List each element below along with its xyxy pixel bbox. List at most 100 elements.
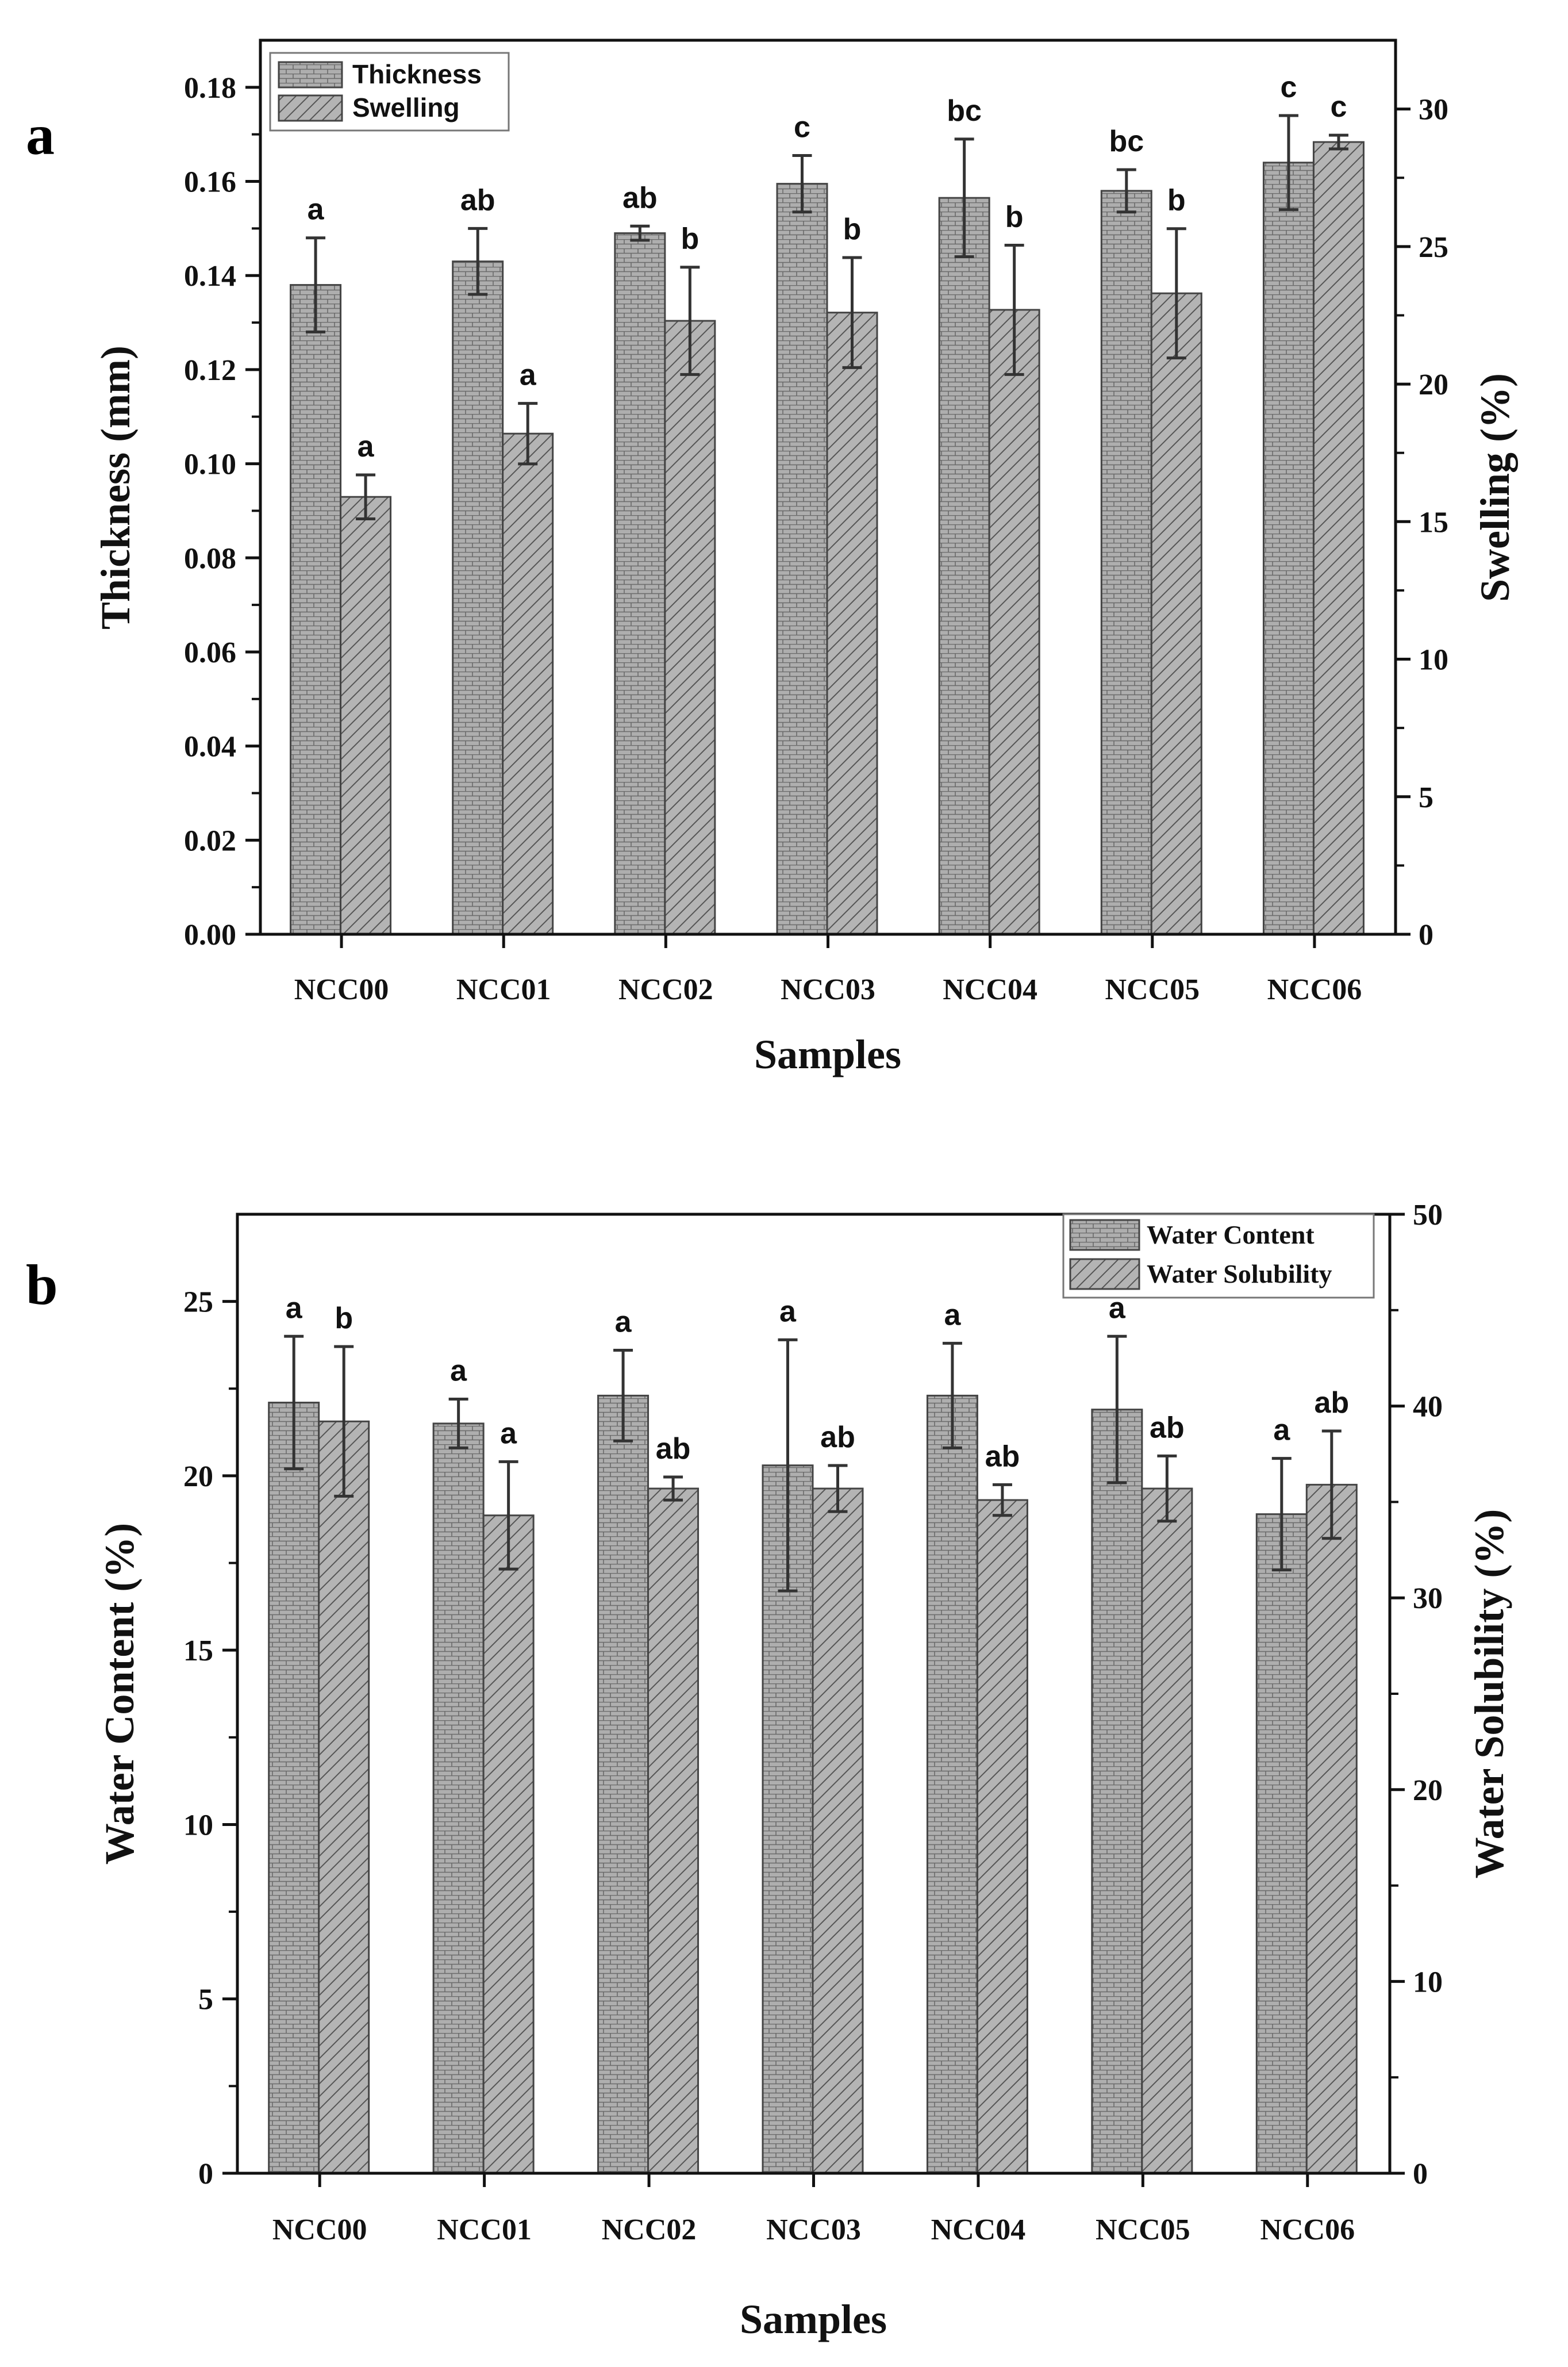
errorbar-swelling-NCC01 bbox=[518, 402, 538, 466]
x-tick-label-NCC01: NCC01 bbox=[456, 973, 551, 1006]
bar-water-content-NCC04 bbox=[926, 1394, 978, 2174]
bar-thickness-NCC06 bbox=[1262, 162, 1315, 935]
errorbar-water-solubility-NCC06 bbox=[1321, 1429, 1342, 1540]
sig-label-water-solubility-NCC00: b bbox=[335, 1302, 353, 1335]
left-tick-label: 10 bbox=[183, 1809, 213, 1842]
bar-water-content-NCC05 bbox=[1091, 1409, 1143, 2174]
sig-label-water-solubility-NCC02: ab bbox=[656, 1432, 691, 1466]
bar-swelling-NCC04 bbox=[988, 309, 1040, 935]
errorbar-water-solubility-NCC00 bbox=[334, 1345, 354, 1498]
sig-label-water-content-NCC01: a bbox=[450, 1354, 467, 1387]
bar-swelling-NCC03 bbox=[826, 312, 878, 935]
right-tick-label: 5 bbox=[1419, 781, 1434, 814]
left-tick-label: 0.02 bbox=[184, 824, 236, 857]
left-tick-label: 0.10 bbox=[184, 448, 236, 481]
x-tick-label-NCC05: NCC05 bbox=[1105, 973, 1200, 1006]
bar-swelling-NCC05 bbox=[1150, 292, 1202, 935]
legend-label-water-solubility: Water Solubility bbox=[1147, 1259, 1332, 1288]
errorbar-thickness-NCC03 bbox=[792, 154, 812, 214]
errorbar-water-content-NCC03 bbox=[778, 1338, 798, 1593]
left-tick-label: 5 bbox=[198, 1984, 213, 2016]
sig-label-water-content-NCC04: a bbox=[944, 1298, 961, 1332]
x-tick-label-NCC03: NCC03 bbox=[781, 973, 875, 1006]
x-tick-label-NCC00: NCC00 bbox=[272, 2213, 367, 2246]
legend-label-water-content: Water Content bbox=[1147, 1220, 1315, 1249]
errorbar-thickness-NCC04 bbox=[954, 137, 974, 258]
sig-label-swelling-NCC05: b bbox=[1167, 184, 1186, 217]
bar-water-solubility-NCC06 bbox=[1305, 1483, 1358, 2174]
bar-water-solubility-NCC05 bbox=[1141, 1487, 1193, 2174]
left-tick-label: 0.06 bbox=[184, 636, 236, 669]
errorbar-swelling-NCC02 bbox=[680, 266, 700, 376]
right-tick-label: 10 bbox=[1413, 1966, 1443, 1998]
bar-water-solubility-NCC04 bbox=[976, 1499, 1028, 2174]
bar-swelling-NCC02 bbox=[664, 320, 716, 935]
x-tick-label-NCC01: NCC01 bbox=[437, 2213, 532, 2246]
legend-swatch-swelling bbox=[278, 94, 343, 122]
bar-thickness-NCC03 bbox=[776, 183, 828, 935]
panel-a-x-title: Samples bbox=[754, 1031, 901, 1077]
bar-thickness-NCC04 bbox=[938, 197, 990, 935]
sig-label-water-solubility-NCC04: ab bbox=[985, 1440, 1020, 1473]
errorbar-water-solubility-NCC05 bbox=[1157, 1454, 1177, 1523]
left-tick-label: 0.00 bbox=[184, 919, 236, 952]
left-tick-label: 15 bbox=[183, 1635, 213, 1667]
right-tick-label: 25 bbox=[1419, 231, 1448, 264]
sig-label-thickness-NCC05: bc bbox=[1109, 125, 1144, 158]
x-tick-label-NCC04: NCC04 bbox=[943, 973, 1037, 1006]
legend-label-thickness: Thickness bbox=[352, 59, 482, 89]
errorbar-swelling-NCC05 bbox=[1166, 227, 1186, 360]
right-tick-label: 30 bbox=[1419, 94, 1448, 126]
errorbar-thickness-NCC02 bbox=[630, 224, 650, 242]
left-tick-label: 0.16 bbox=[184, 166, 236, 199]
sig-label-swelling-NCC06: c bbox=[1330, 90, 1347, 124]
x-tick-label-NCC06: NCC06 bbox=[1267, 973, 1362, 1006]
bar-swelling-NCC00 bbox=[340, 496, 392, 935]
sig-label-water-solubility-NCC01: a bbox=[500, 1417, 517, 1450]
panel-a-errorbars bbox=[306, 114, 1348, 521]
bar-water-solubility-NCC00 bbox=[318, 1420, 370, 2174]
x-tick-label-NCC00: NCC00 bbox=[294, 973, 389, 1006]
errorbar-water-content-NCC02 bbox=[613, 1349, 633, 1443]
bar-swelling-NCC06 bbox=[1312, 141, 1365, 935]
errorbar-thickness-NCC00 bbox=[306, 236, 326, 333]
errorbar-water-solubility-NCC04 bbox=[992, 1483, 1012, 1517]
panel-b-right-ticks: 0 10 20 30 40 50 bbox=[1390, 1199, 1443, 2190]
right-tick-label: 30 bbox=[1413, 1582, 1443, 1615]
right-tick-label: 20 bbox=[1413, 1774, 1443, 1807]
x-tick-label-NCC02: NCC02 bbox=[618, 973, 713, 1006]
errorbar-swelling-NCC06 bbox=[1328, 133, 1348, 151]
left-tick-label: 0.08 bbox=[184, 542, 236, 575]
panel-a-x-ticks: NCC00 NCC01 NCC02 NCC03 NCC04 NCC05 NCC06 bbox=[294, 934, 1362, 1006]
sig-label-water-solubility-NCC06: ab bbox=[1314, 1386, 1349, 1420]
sig-label-thickness-NCC06: c bbox=[1280, 71, 1297, 104]
sig-label-swelling-NCC03: b bbox=[843, 213, 862, 246]
x-tick-label-NCC05: NCC05 bbox=[1096, 2213, 1190, 2246]
x-tick-label-NCC02: NCC02 bbox=[602, 2213, 697, 2246]
sig-label-water-content-NCC00: a bbox=[286, 1291, 303, 1325]
errorbar-water-solubility-NCC01 bbox=[498, 1460, 518, 1571]
bar-water-content-NCC02 bbox=[597, 1394, 650, 2174]
bar-water-content-NCC01 bbox=[432, 1422, 485, 2174]
panel-a-right-y-title: Swelling (%) bbox=[1472, 373, 1518, 602]
panel-b-bars bbox=[268, 1394, 1358, 2174]
legend-swatch-water-solubility bbox=[1069, 1258, 1140, 1290]
panel-b-x-title: Samples bbox=[740, 2296, 887, 2342]
sig-label-thickness-NCC03: c bbox=[794, 111, 810, 144]
sig-label-water-solubility-NCC05: ab bbox=[1150, 1411, 1185, 1444]
sig-label-water-content-NCC06: a bbox=[1273, 1414, 1290, 1447]
errorbar-thickness-NCC05 bbox=[1116, 168, 1136, 214]
bar-water-solubility-NCC02 bbox=[647, 1487, 700, 2174]
panel-a-bars bbox=[290, 141, 1365, 935]
sig-label-swelling-NCC02: b bbox=[681, 222, 699, 256]
left-tick-label: 0.14 bbox=[184, 260, 236, 293]
errorbar-swelling-NCC03 bbox=[842, 256, 862, 369]
panel-b-left-y-title: Water Content (%) bbox=[97, 1523, 143, 1865]
left-tick-label: 20 bbox=[183, 1460, 213, 1493]
errorbar-thickness-NCC01 bbox=[468, 227, 488, 296]
errorbar-water-solubility-NCC03 bbox=[828, 1464, 848, 1513]
x-tick-label-NCC04: NCC04 bbox=[931, 2213, 1026, 2246]
